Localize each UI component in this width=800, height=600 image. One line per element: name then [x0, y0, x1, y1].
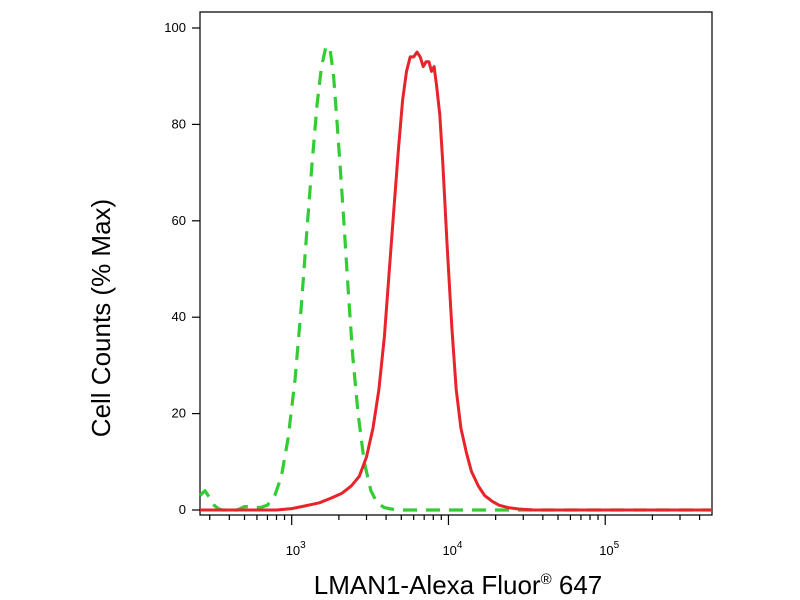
dashed-green-histogram: [198, 45, 712, 512]
y-tick-label: 0: [179, 502, 186, 517]
x-axis-title: LMAN1-Alexa Fluor® 647: [314, 570, 603, 600]
y-tick-label: 80: [172, 116, 186, 131]
x-axis-title-superscript: ®: [541, 571, 552, 588]
y-tick-label: 20: [172, 406, 186, 421]
y-axis-title: Cell Counts (% Max): [86, 199, 116, 437]
plot-area: [198, 11, 713, 516]
y-tick-label: 60: [172, 213, 186, 228]
x-tick-label: 105: [599, 540, 619, 558]
x-axis-title-main: LMAN1-Alexa Fluor: [314, 570, 541, 600]
solid-red-histogram: [200, 50, 712, 512]
plot-frame: [199, 11, 713, 516]
x-tick-label: 104: [442, 540, 462, 558]
y-tick-label: 100: [164, 20, 186, 35]
x-axis-title-suffix: 647: [552, 570, 603, 600]
x-axis: 103 104 105: [209, 515, 701, 558]
y-axis: 0 20 40 60 80 100: [164, 20, 200, 517]
x-tick-label: 103: [286, 540, 306, 558]
y-tick-label: 40: [172, 309, 186, 324]
